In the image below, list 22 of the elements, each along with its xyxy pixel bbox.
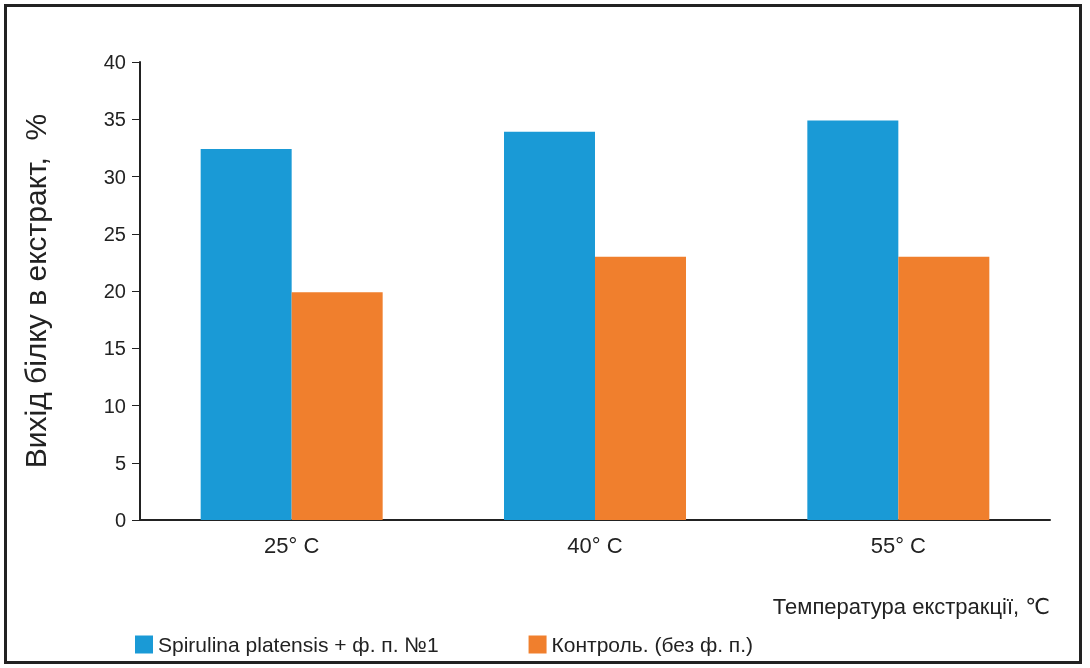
bar — [504, 131, 595, 520]
bar — [898, 256, 990, 520]
y-tick-label: 0 — [114, 509, 126, 531]
y-tick-label: 5 — [114, 451, 126, 474]
y-tick-label: 40 — [103, 51, 126, 73]
x-tick-label: 25° C — [264, 532, 320, 558]
bar — [807, 120, 899, 520]
y-axis-title: Вихід білку в екстракт, % — [18, 113, 52, 469]
y-tick-label: 15 — [103, 337, 126, 360]
legend-label: Spirulina platensis + ф. п. №1 — [158, 633, 439, 656]
bar — [595, 256, 686, 520]
x-tick-label: 55° C — [870, 532, 927, 558]
y-tick-label: 20 — [103, 280, 126, 302]
y-tick-label: 10 — [103, 394, 126, 417]
x-tick-label: 40° C — [567, 532, 623, 558]
y-tick-label: 35 — [103, 108, 126, 131]
x-axis-title: Температура екстракції, ℃ — [772, 593, 1050, 619]
bar — [200, 149, 292, 520]
legend-label: Контроль. (без ф. п.) — [551, 633, 754, 656]
y-tick-label: 30 — [103, 165, 126, 188]
bar — [291, 292, 383, 520]
y-tick-label: 25 — [103, 222, 126, 245]
